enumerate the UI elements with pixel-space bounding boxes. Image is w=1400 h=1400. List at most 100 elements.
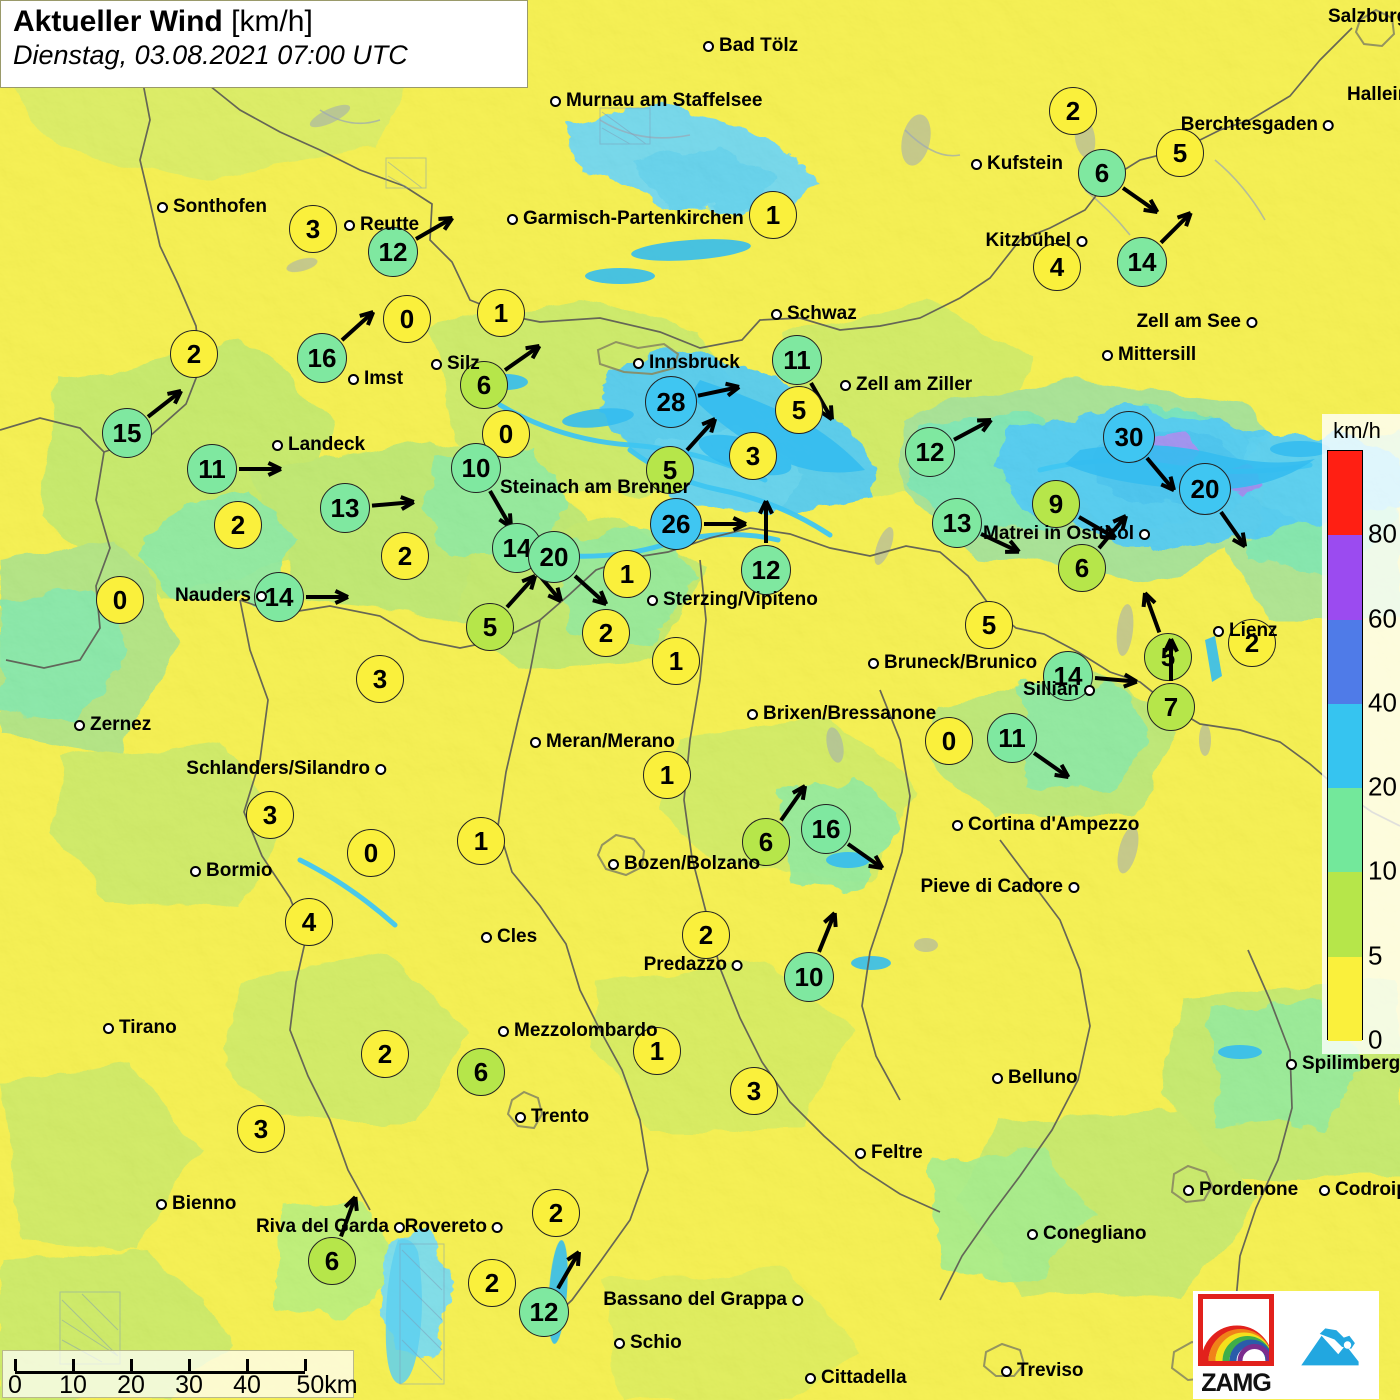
wind-value-circle[interactable]: 13 xyxy=(320,483,370,533)
wind-value-circle[interactable]: 1 xyxy=(643,751,691,799)
place-label: Feltre xyxy=(855,1142,923,1164)
wind-value-circle[interactable]: 16 xyxy=(801,804,851,854)
place-label: Schwaz xyxy=(771,303,857,325)
scale-tick xyxy=(13,1359,17,1371)
place-marker-dot xyxy=(805,1372,816,1384)
wind-value-circle[interactable]: 11 xyxy=(987,713,1037,763)
wind-value-circle[interactable]: 3 xyxy=(246,791,294,839)
wind-value-circle[interactable]: 3 xyxy=(356,655,404,703)
wind-value-circle[interactable]: 5 xyxy=(646,446,694,494)
wind-value-circle[interactable]: 1 xyxy=(749,191,797,239)
wind-value-circle[interactable]: 0 xyxy=(347,829,395,877)
wind-value-circle[interactable]: 5 xyxy=(965,601,1013,649)
wind-value-circle[interactable]: 12 xyxy=(368,227,418,277)
colorbar-tick-label: 40 xyxy=(1368,687,1397,718)
wind-value-circle[interactable]: 1 xyxy=(603,550,651,598)
place-name: Belluno xyxy=(1008,1067,1078,1088)
wind-value-circle[interactable]: 13 xyxy=(932,498,982,548)
scale-tick xyxy=(303,1359,307,1371)
wind-direction-arrow-icon xyxy=(1097,514,1128,550)
place-label: Mezzolombardo xyxy=(498,1020,658,1042)
wind-value-circle[interactable]: 2 xyxy=(1228,619,1276,667)
wind-value-circle[interactable]: 20 xyxy=(528,531,580,583)
wind-value-circle[interactable]: 1 xyxy=(652,637,700,685)
wind-value-circle[interactable]: 1 xyxy=(457,817,505,865)
wind-value-circle[interactable]: 28 xyxy=(645,376,697,428)
wind-value-circle[interactable]: 2 xyxy=(361,1030,409,1078)
wind-value-circle[interactable]: 3 xyxy=(289,205,337,253)
wind-value-circle[interactable]: 12 xyxy=(741,545,791,595)
wind-value-circle[interactable]: 26 xyxy=(650,498,702,550)
place-name: Cles xyxy=(497,926,538,947)
place-marker-dot xyxy=(703,40,714,52)
wind-value-circle[interactable]: 1 xyxy=(633,1027,681,1075)
wind-direction-arrow-icon xyxy=(147,388,184,418)
wind-value-circle[interactable]: 2 xyxy=(170,330,218,378)
wind-value-circle[interactable]: 10 xyxy=(784,952,834,1002)
place-label: Schio xyxy=(614,1332,682,1354)
wind-value-circle[interactable]: 2 xyxy=(1049,87,1097,135)
wind-value-circle[interactable]: 6 xyxy=(460,361,508,409)
wind-value-circle[interactable]: 6 xyxy=(742,818,790,866)
wind-value-circle[interactable]: 6 xyxy=(308,1237,356,1285)
place-name: Brixen/Bressanone xyxy=(763,703,937,724)
wind-direction-arrow-icon xyxy=(952,417,993,442)
place-label: Meran/Merano xyxy=(530,731,675,753)
wind-value-circle[interactable]: 3 xyxy=(730,1067,778,1115)
wind-value-circle[interactable]: 6 xyxy=(457,1048,505,1096)
place-label: Conegliano xyxy=(1027,1223,1146,1245)
wind-value-circle[interactable]: 14 xyxy=(1117,237,1167,287)
place-name: Spilimbergo xyxy=(1302,1053,1400,1074)
wind-value-circle[interactable]: 9 xyxy=(1032,480,1080,528)
place-marker-dot xyxy=(1246,316,1257,328)
scale-tick-label: 30 xyxy=(175,1371,203,1399)
place-label: Pieve di Cadore xyxy=(920,876,1079,898)
place-label: Trento xyxy=(515,1106,589,1128)
wind-value-circle[interactable]: 12 xyxy=(905,427,955,477)
wind-direction-arrow-icon xyxy=(1219,510,1248,549)
wind-value-circle[interactable]: 2 xyxy=(381,532,429,580)
wind-value-circle[interactable]: 2 xyxy=(682,911,730,959)
wind-value-circle[interactable]: 12 xyxy=(519,1287,569,1337)
wind-value-circle[interactable]: 2 xyxy=(214,501,262,549)
wind-direction-arrow-icon xyxy=(339,1195,359,1238)
wind-value-circle[interactable]: 2 xyxy=(532,1189,580,1237)
wind-value-circle[interactable]: 0 xyxy=(925,717,973,765)
place-name: Bad Tölz xyxy=(719,35,799,56)
wind-value-circle[interactable]: 16 xyxy=(297,333,347,383)
wind-value-circle[interactable]: 6 xyxy=(1078,149,1126,197)
wind-value-circle[interactable]: 4 xyxy=(1033,243,1081,291)
wind-value-circle[interactable]: 6 xyxy=(1058,544,1106,592)
wind-value-circle[interactable]: 0 xyxy=(383,295,431,343)
place-marker-dot xyxy=(614,1337,625,1349)
wind-value-circle[interactable]: 3 xyxy=(237,1105,285,1153)
place-name: Zell am See xyxy=(1136,311,1241,332)
place-name: Meran/Merano xyxy=(546,731,675,752)
colorbar-segment xyxy=(1328,451,1362,536)
wind-value-circle[interactable]: 11 xyxy=(772,335,822,385)
place-label: Tirano xyxy=(103,1017,177,1039)
wind-value-circle[interactable]: 5 xyxy=(466,603,514,651)
wind-value-circle[interactable]: 30 xyxy=(1103,411,1155,463)
wind-value-circle[interactable]: 15 xyxy=(102,408,152,458)
wind-value-circle[interactable]: 7 xyxy=(1147,683,1195,731)
wind-value-circle[interactable]: 4 xyxy=(285,898,333,946)
wind-value-circle[interactable]: 1 xyxy=(477,289,525,337)
wind-value-circle[interactable]: 2 xyxy=(582,609,630,657)
wind-value-circle[interactable]: 11 xyxy=(187,444,237,494)
wind-value-circle[interactable]: 10 xyxy=(451,443,501,493)
wind-value-circle[interactable]: 0 xyxy=(96,576,144,624)
place-name: Zernez xyxy=(90,714,152,735)
place-name: Bruneck/Brunico xyxy=(884,652,1038,673)
wind-value-circle[interactable]: 3 xyxy=(729,432,777,480)
place-name: Trento xyxy=(531,1106,590,1127)
wind-value-circle[interactable]: 2 xyxy=(468,1259,516,1307)
wind-value-circle[interactable]: 5 xyxy=(775,386,823,434)
place-name: Mittersill xyxy=(1118,344,1197,365)
wind-value-circle[interactable]: 5 xyxy=(1156,129,1204,177)
wind-value-circle[interactable]: 20 xyxy=(1179,463,1231,515)
place-marker-dot xyxy=(633,357,644,369)
wind-direction-arrow-icon xyxy=(704,516,747,532)
place-name: Landeck xyxy=(288,434,366,455)
